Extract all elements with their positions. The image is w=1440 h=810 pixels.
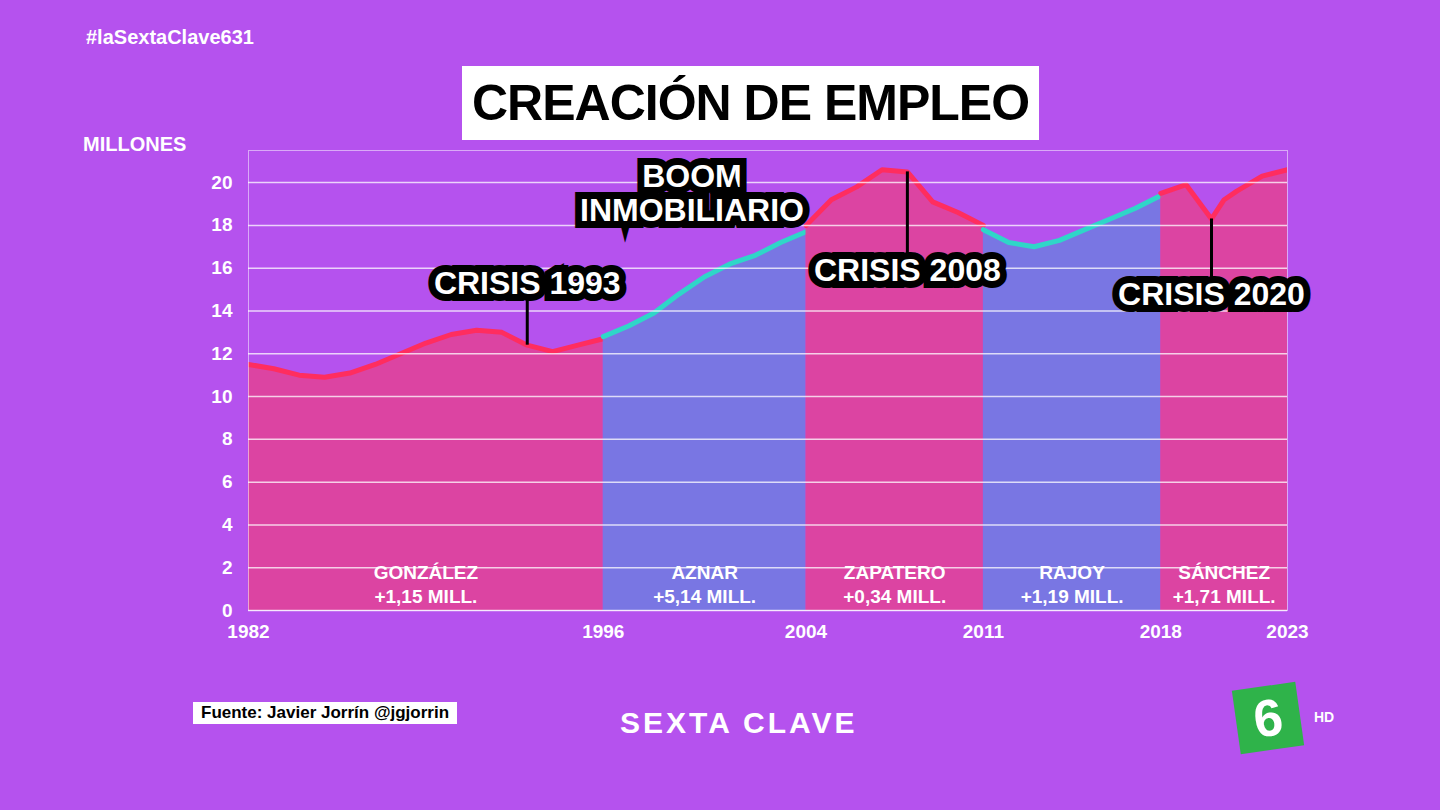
svg-text:1982: 1982 [227,621,269,642]
html-text:SEXTA CLAVE: SEXTA CLAVE [620,706,858,739]
svg-text:SÁNCHEZ+1,71 MILL.: SÁNCHEZ+1,71 MILL. [1173,562,1276,607]
svg-text:AZNAR+5,14 MILL.: AZNAR+5,14 MILL. [653,562,756,607]
svg-text:20: 20 [211,172,232,193]
html-text:MILLONES: MILLONES [83,133,187,155]
svg-text:2018: 2018 [1140,621,1182,642]
html-text:6: 6 [1249,687,1287,749]
svg-text:2023: 2023 [1266,621,1308,642]
svg-text:6: 6 [222,471,233,492]
svg-text:2: 2 [222,557,233,578]
html-text:HD: HD [1314,708,1335,725]
svg-text:GONZÁLEZ+1,15 MILL.: GONZÁLEZ+1,15 MILL. [374,562,479,607]
svg-text:2004: 2004 [785,621,828,642]
svg-text:ZAPATERO+0,34 MILL.: ZAPATERO+0,34 MILL. [843,562,946,607]
svg-text:BOOMINMOBILIARIO: BOOMINMOBILIARIO [580,158,804,228]
html-text:CREACIÓN DE EMPLEO: CREACIÓN DE EMPLEO [472,75,1030,131]
svg-text:CRISIS 1993: CRISIS 1993 [434,265,621,301]
svg-text:CRISIS 2020: CRISIS 2020 [1118,276,1305,312]
svg-text:12: 12 [211,343,232,364]
svg-text:RAJOY+1,19 MILL.: RAJOY+1,19 MILL. [1021,562,1124,607]
svg-text:CRISIS 2008: CRISIS 2008 [814,252,1001,288]
svg-text:16: 16 [211,257,232,278]
svg-text:2011: 2011 [963,621,1005,642]
svg-text:10: 10 [211,386,232,407]
html-text:#laSextaClave631: #laSextaClave631 [86,26,254,48]
svg-text:18: 18 [211,214,232,235]
svg-text:14: 14 [211,300,233,321]
html-text:Fuente: Javier Jorrín @jgjorri: Fuente: Javier Jorrín @jgjorrin [201,703,449,722]
svg-text:0: 0 [222,600,233,621]
svg-text:4: 4 [222,514,233,535]
svg-text:8: 8 [222,428,233,449]
svg-text:1996: 1996 [582,621,624,642]
